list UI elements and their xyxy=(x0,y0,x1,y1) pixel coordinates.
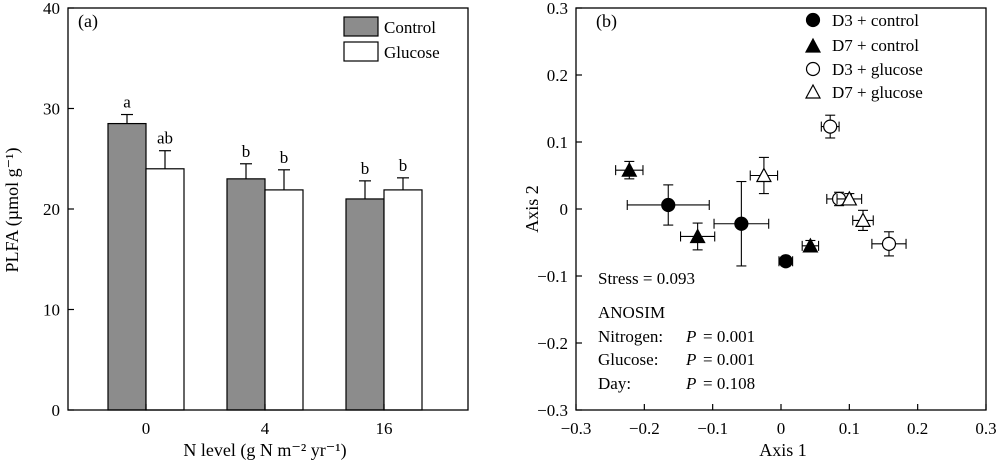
stress-text: Stress = 0.093 xyxy=(598,269,695,288)
y-tick-label: 40 xyxy=(43,0,60,18)
bar-control xyxy=(345,198,385,411)
point-d7-control xyxy=(679,222,716,251)
x-tick-label: 0 xyxy=(777,419,786,438)
y-tick-label: −0.3 xyxy=(537,401,568,420)
y-axis-label: PLFA (µmol g⁻¹) xyxy=(2,148,23,273)
x-axis-ticks: 0 4 16 xyxy=(142,404,393,438)
y-tick-label: 10 xyxy=(43,301,60,320)
legend-label: D7 + control xyxy=(832,36,919,55)
y-tick-label: −0.2 xyxy=(537,334,568,353)
x-tick-label: 0.1 xyxy=(839,419,860,438)
point-d3-control xyxy=(626,184,710,226)
anosim-row-label: Nitrogen: xyxy=(598,327,663,346)
x-tick-label: 16 xyxy=(376,419,393,438)
x-tick-label: −0.1 xyxy=(697,419,728,438)
legend-marker-open-circle xyxy=(805,61,821,77)
significance-letter: a xyxy=(123,93,131,112)
legend-label: D7 + glucose xyxy=(832,83,923,102)
legend-marker-filled-triangle xyxy=(804,37,822,53)
point-d7-glucose xyxy=(852,209,874,231)
anosim-p-value: = 0.108 xyxy=(703,374,755,393)
y-tick-label: 0.2 xyxy=(547,66,568,85)
x-axis-label: N level (g N m⁻² yr⁻¹) xyxy=(183,440,346,461)
point-d3-control xyxy=(713,180,770,267)
x-tick-label: −0.3 xyxy=(561,419,592,438)
y-axis-label: Axis 2 xyxy=(522,185,542,233)
y-axis-ticks: −0.3 −0.2 −0.1 0 0.1 0.2 0.3 xyxy=(537,0,582,420)
significance-letters: a ab b b b b xyxy=(123,93,407,178)
x-tick-label: 4 xyxy=(261,419,270,438)
y-tick-label: 30 xyxy=(43,100,60,119)
point-d7-glucose xyxy=(749,156,779,195)
point-d7-control xyxy=(615,160,644,180)
anosim-row-label: Day: xyxy=(598,374,631,393)
y-tick-label: 20 xyxy=(43,200,60,219)
legend-swatch-glucose xyxy=(343,41,379,62)
legend-label-glucose: Glucose xyxy=(384,43,440,62)
significance-letter: b xyxy=(242,142,251,161)
y-tick-label: 0.1 xyxy=(547,133,568,152)
point-d7-glucose xyxy=(836,190,863,206)
y-tick-label: −0.1 xyxy=(537,267,568,286)
legend-label: D3 + glucose xyxy=(832,60,923,79)
point-d7-control xyxy=(801,237,820,253)
x-tick-label: 0 xyxy=(142,419,151,438)
panel-label: (a) xyxy=(78,11,98,32)
legend-swatch-control xyxy=(343,16,379,37)
point-d3-glucose xyxy=(820,114,840,139)
bars xyxy=(107,122,423,411)
x-tick-label: 0.3 xyxy=(975,419,996,438)
bar-glucose xyxy=(264,189,304,411)
point-d3-control xyxy=(778,254,794,269)
x-tick-label: −0.2 xyxy=(629,419,660,438)
y-tick-label: 0 xyxy=(52,401,61,420)
anosim-p-symbol: P xyxy=(685,350,696,369)
anosim-p-value: = 0.001 xyxy=(703,327,755,346)
bar-glucose xyxy=(383,189,423,411)
legend: Control Glucose xyxy=(343,16,440,62)
anosim-p-value: = 0.001 xyxy=(703,350,755,369)
panel-b-scatter-plot: −0.3 −0.2 −0.1 0 0.1 0.2 0.3 −0.3 −0.2 −0.1 0 0.1 0… xyxy=(522,0,997,460)
x-tick-label: 0.2 xyxy=(907,419,928,438)
legend-marker-filled-circle xyxy=(805,12,821,28)
anosim-p-symbol: P xyxy=(685,374,696,393)
bar-glucose xyxy=(145,168,185,411)
significance-letter: b xyxy=(361,159,370,178)
anosim-row-label: Glucose: xyxy=(598,350,658,369)
anosim-p-symbol: P xyxy=(685,327,696,346)
legend-label-control: Control xyxy=(384,18,436,37)
error-bars xyxy=(121,113,409,199)
bar-control xyxy=(107,122,147,411)
significance-letter: ab xyxy=(157,129,173,148)
y-tick-label: 0.3 xyxy=(547,0,568,18)
panel-label: (b) xyxy=(596,11,617,32)
y-axis-ticks: 0 10 20 30 40 xyxy=(43,0,74,420)
data-points xyxy=(615,114,907,269)
anosim-title: ANOSIM xyxy=(598,303,665,322)
y-tick-label: 0 xyxy=(560,200,569,219)
significance-letter: b xyxy=(280,148,289,167)
x-axis-ticks: −0.3 −0.2 −0.1 0 0.1 0.2 0.3 xyxy=(561,404,997,438)
point-d3-glucose xyxy=(871,231,907,257)
panel-a-bar-chart: a ab b b b b 0 10 20 30 40 0 4 16 (a) Control Gluco… xyxy=(2,0,469,461)
legend: D3 + control D7 + control D3 + glucose D… xyxy=(804,11,923,102)
legend-marker-open-triangle xyxy=(804,83,822,99)
bar-control xyxy=(226,178,266,411)
legend-label: D3 + control xyxy=(832,11,919,30)
x-axis-label: Axis 1 xyxy=(759,440,807,460)
statistics-annotation: Stress = 0.093 ANOSIM Nitrogen: P = 0.00… xyxy=(598,269,755,393)
significance-letter: b xyxy=(399,156,408,175)
